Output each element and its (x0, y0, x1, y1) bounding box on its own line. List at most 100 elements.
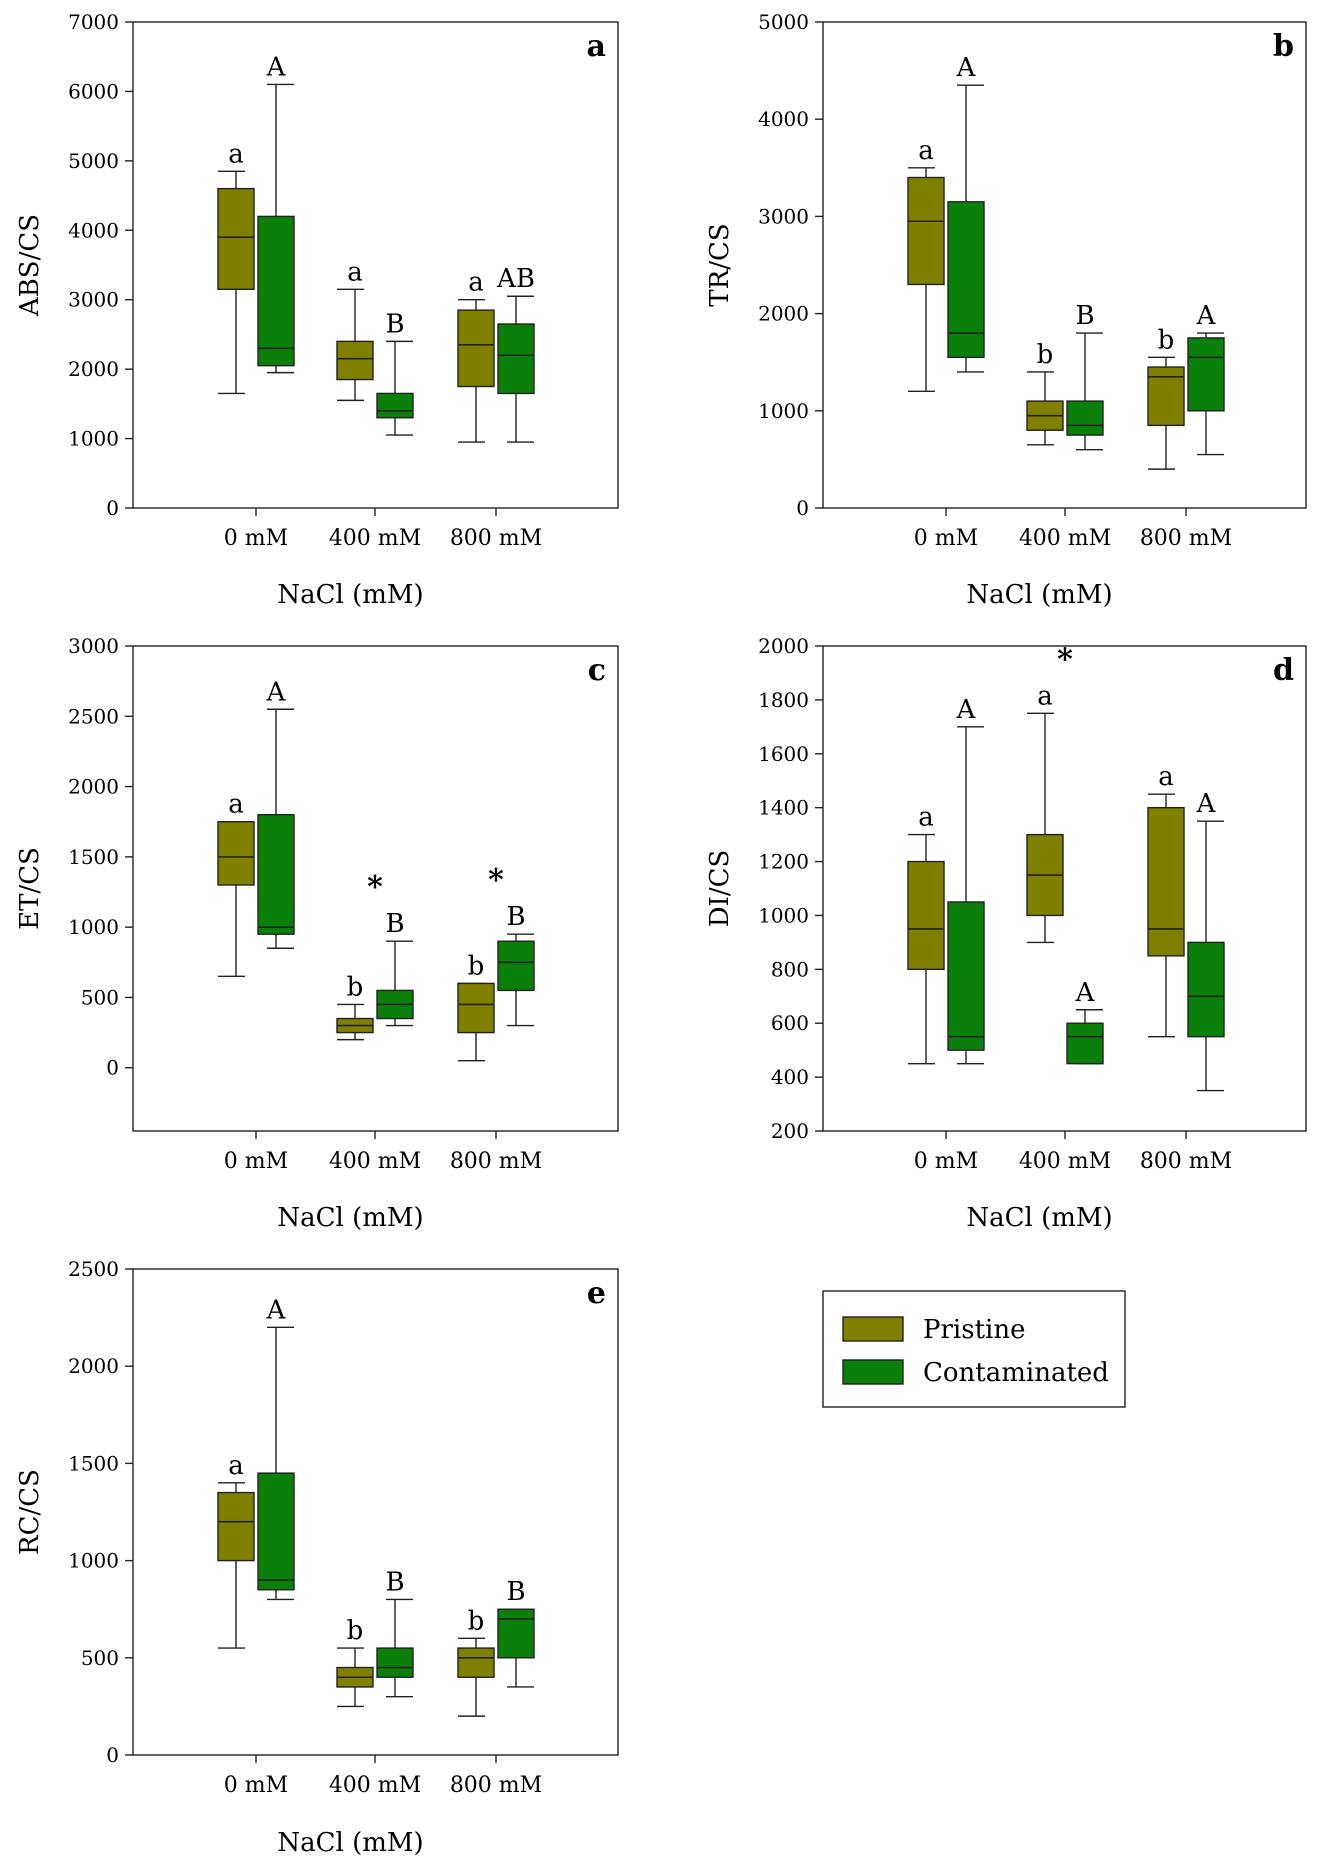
x-tick-label: 800 mM (1140, 526, 1232, 551)
y-tick-label: 500 (81, 985, 119, 1009)
significance-letter: B (506, 902, 525, 932)
box-contaminated-400mM: B (1066, 301, 1104, 451)
x-axis-title: NaCl (mM) (277, 580, 423, 610)
significance-letter: a (228, 790, 244, 820)
y-tick-label: 0 (106, 1056, 119, 1080)
legend: Pristine Contaminated (822, 1290, 1126, 1408)
significance-letter: B (1075, 301, 1094, 331)
box-body (376, 1647, 414, 1678)
plot-frame (132, 1268, 619, 1756)
y-tick-label: 1200 (758, 850, 809, 874)
x-tick-label: 400 mM (1019, 526, 1111, 551)
y-tick-label: 1000 (68, 427, 119, 451)
y-tick-label: 200 (771, 1119, 809, 1143)
significance-letter: b (468, 1606, 485, 1636)
significance-letter: b (347, 972, 364, 1002)
y-tick-label: 0 (106, 496, 119, 520)
y-tick-label: 1500 (68, 845, 119, 869)
box-body (257, 215, 295, 367)
significance-letter: a (918, 803, 934, 833)
box-body (907, 176, 945, 286)
x-tick-label: 0 mM (914, 526, 978, 551)
significance-letter: B (385, 1567, 404, 1597)
box-pristine-800mM: a (457, 268, 495, 443)
y-tick-label: 1000 (758, 399, 809, 423)
y-axis-title: DI/CS (705, 850, 735, 928)
box-contaminated-0mM: A (257, 677, 295, 949)
x-tick-label: 800 mM (450, 1773, 542, 1798)
box-pristine-400mM: a (336, 257, 374, 402)
box-pristine-400mM: b (1026, 340, 1064, 446)
box-contaminated-0mM: A (257, 1295, 295, 1601)
legend-swatch-pristine (842, 1316, 904, 1342)
y-tick-label: 1400 (758, 796, 809, 820)
legend-swatch-contaminated (842, 1359, 904, 1385)
x-tick-label: 0 mM (224, 526, 288, 551)
y-tick-label: 2000 (68, 357, 119, 381)
y-tick-label: 5000 (758, 10, 809, 34)
significance-letter: b (1158, 325, 1175, 355)
significance-letter: a (347, 257, 363, 287)
x-tick-label: 0 mM (914, 1149, 978, 1174)
panel-label: c (588, 653, 606, 688)
x-axis-title: NaCl (mM) (966, 580, 1112, 610)
y-tick-label: 1000 (68, 1549, 119, 1573)
significance-letter: A (1196, 789, 1217, 819)
y-tick-label: 2500 (68, 1257, 119, 1281)
significance-letter: A (1196, 301, 1217, 331)
significance-star: * (488, 863, 504, 898)
panel-c: 0 500 1000 1500 2000 2500 3000 0 mM 400 mM 800 mM… (15, 634, 619, 1233)
y-tick-label: 2000 (758, 302, 809, 326)
panel-d: 200 400 600 800 1000 1200 1400 1600 1800 2000 0 mM… (705, 634, 1307, 1233)
y-tick-label: 2500 (68, 704, 119, 728)
x-tick-label: 400 mM (329, 1773, 421, 1798)
y-tick-label: 3000 (68, 288, 119, 312)
y-axis-title: ABS/CS (15, 214, 45, 317)
box-pristine-400mM: a (1026, 681, 1064, 944)
box-body (947, 901, 985, 1051)
box-body (1187, 337, 1225, 412)
significance-letter: B (385, 909, 404, 939)
box-body (457, 309, 495, 388)
box-body (257, 1472, 295, 1591)
box-body (457, 1647, 495, 1678)
box-pristine-0mM: a (907, 803, 945, 1065)
panel-label: d (1273, 653, 1294, 688)
box-contaminated-400mM: B (376, 1567, 414, 1698)
legend-label-pristine: Pristine (923, 1315, 1025, 1345)
x-axis-title: NaCl (mM) (277, 1203, 423, 1233)
box-pristine-0mM: a (217, 790, 255, 978)
significance-letter: A (1075, 978, 1096, 1008)
y-tick-label: 5000 (68, 149, 119, 173)
box-pristine-400mM: b (336, 972, 374, 1041)
box-contaminated-0mM: A (257, 52, 295, 374)
y-tick-label: 3000 (758, 204, 809, 228)
box-contaminated-400mM: B (376, 309, 414, 436)
x-tick-label: 400 mM (1019, 1149, 1111, 1174)
significance-letter: A (266, 52, 287, 82)
box-contaminated-800mM: B (497, 1577, 535, 1688)
y-tick-label: 2000 (68, 775, 119, 799)
x-tick-label: 400 mM (329, 526, 421, 551)
legend-frame (822, 1290, 1126, 1408)
box-body (1147, 806, 1185, 957)
box-contaminated-800mM: A (1187, 789, 1225, 1092)
y-tick-label: 0 (796, 496, 809, 520)
y-tick-label: 600 (771, 1011, 809, 1035)
panel-label: e (587, 1276, 606, 1311)
box-pristine-800mM: b (457, 951, 495, 1062)
box-contaminated-400mM: B (376, 909, 414, 1027)
significance-letter: a (228, 139, 244, 169)
y-tick-label: 4000 (758, 107, 809, 131)
box-body (497, 323, 535, 395)
box-contaminated-0mM: A (947, 53, 985, 373)
box-body (457, 982, 495, 1034)
significance-letter: A (266, 677, 287, 707)
significance-letter: B (385, 309, 404, 339)
box-contaminated-400mM: A (1066, 978, 1104, 1065)
y-tick-label: 1000 (68, 915, 119, 939)
box-body (1066, 1022, 1104, 1065)
box-pristine-800mM: b (457, 1606, 495, 1717)
box-body (376, 392, 414, 419)
